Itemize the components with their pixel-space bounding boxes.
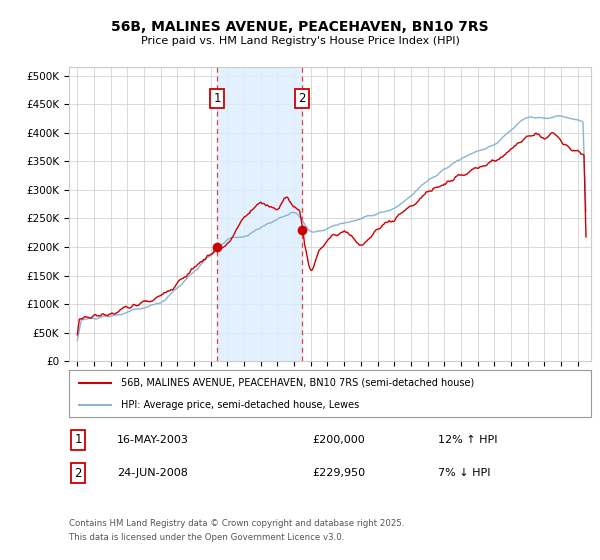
Text: 1: 1 (213, 92, 221, 105)
Text: This data is licensed under the Open Government Licence v3.0.: This data is licensed under the Open Gov… (69, 533, 344, 542)
Text: HPI: Average price, semi-detached house, Lewes: HPI: Average price, semi-detached house,… (121, 400, 359, 410)
Text: 7% ↓ HPI: 7% ↓ HPI (438, 468, 491, 478)
Text: £200,000: £200,000 (312, 435, 365, 445)
Text: 16-MAY-2003: 16-MAY-2003 (117, 435, 189, 445)
Text: 2: 2 (74, 466, 82, 480)
Text: £229,950: £229,950 (312, 468, 365, 478)
Text: 24-JUN-2008: 24-JUN-2008 (117, 468, 188, 478)
Text: 12% ↑ HPI: 12% ↑ HPI (438, 435, 497, 445)
Text: Contains HM Land Registry data © Crown copyright and database right 2025.: Contains HM Land Registry data © Crown c… (69, 519, 404, 528)
Text: Price paid vs. HM Land Registry's House Price Index (HPI): Price paid vs. HM Land Registry's House … (140, 36, 460, 46)
Text: 56B, MALINES AVENUE, PEACEHAVEN, BN10 7RS (semi-detached house): 56B, MALINES AVENUE, PEACEHAVEN, BN10 7R… (121, 378, 475, 388)
Text: 1: 1 (74, 433, 82, 446)
Text: 56B, MALINES AVENUE, PEACEHAVEN, BN10 7RS: 56B, MALINES AVENUE, PEACEHAVEN, BN10 7R… (111, 20, 489, 34)
Bar (217, 67, 302, 361)
Text: 2: 2 (298, 92, 306, 105)
